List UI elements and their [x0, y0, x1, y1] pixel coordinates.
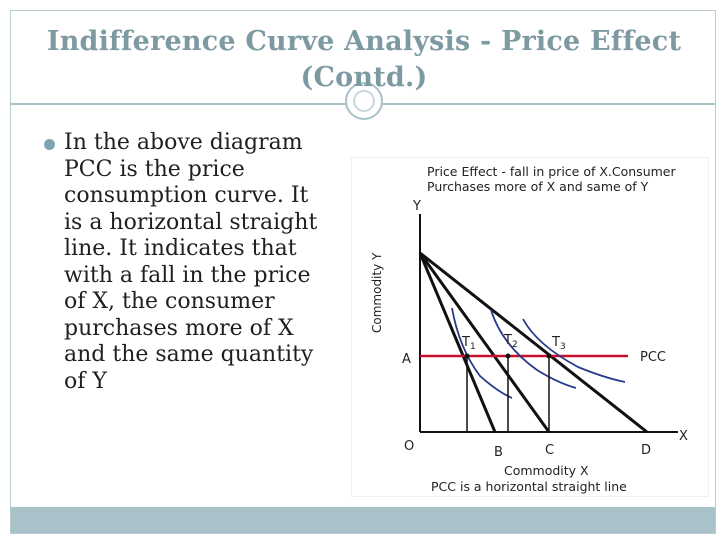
point-d-label: D	[641, 443, 651, 458]
diagram-bottom-caption: PCC is a horizontal straight line	[431, 479, 627, 494]
x-axis-letter: X	[679, 429, 688, 444]
diagram-caption-line2: Purchases more of X and same of Y	[427, 179, 649, 194]
bullet-dot-icon	[44, 139, 55, 150]
budget-line-ad	[419, 251, 648, 434]
pcc-label: PCC	[640, 350, 666, 365]
slide-title: Indifference Curve Analysis - Price Effe…	[46, 26, 682, 93]
slide-frame	[10, 10, 716, 534]
bullet-text: In the above diagram PCC is the price co…	[64, 130, 318, 394]
tangency-point-t2	[505, 353, 511, 359]
budget-line-ac	[418, 252, 551, 433]
point-a-label: A	[402, 352, 411, 367]
t1-label: T1	[461, 335, 476, 352]
title-ornament-inner	[353, 90, 375, 112]
diagram-caption-line1: Price Effect - fall in price of X.Consum…	[427, 164, 676, 179]
y-axis-title: Commodity Y	[370, 252, 384, 333]
tangency-point-t1	[464, 353, 470, 359]
point-b-label: B	[494, 445, 503, 460]
footer-bar	[11, 507, 715, 533]
t2-label: T2	[503, 333, 518, 350]
point-c-label: C	[545, 443, 554, 458]
tangency-point-t3	[546, 353, 552, 359]
indifference-curve-ic3	[522, 318, 626, 383]
origin-label: O	[404, 439, 414, 454]
y-axis-letter: Y	[412, 199, 421, 214]
indifference-curve-ic1	[451, 307, 513, 399]
x-axis-title: Commodity X	[504, 463, 589, 478]
price-effect-diagram: Price Effect - fall in price of X.Consum…	[351, 157, 709, 497]
budget-line-ab	[418, 252, 497, 433]
diagram-svg: Price Effect - fall in price of X.Consum…	[370, 164, 688, 494]
indifference-curve-ic2	[490, 309, 577, 389]
t3-label: T3	[551, 335, 566, 352]
